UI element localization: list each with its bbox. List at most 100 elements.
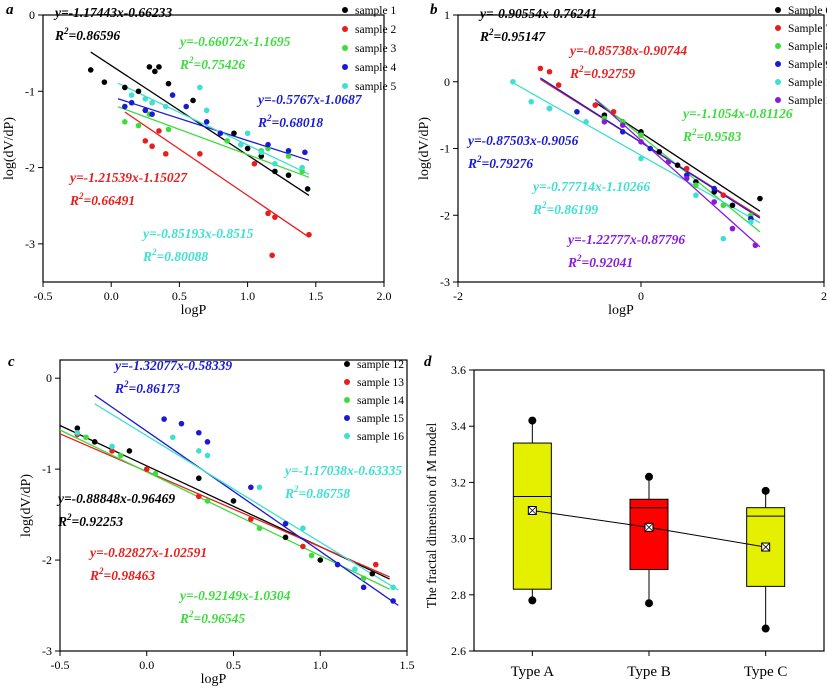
panel-label: a (6, 2, 14, 18)
x-tick-label: 0.0 (139, 658, 154, 672)
r-squared-exponent: 2 (151, 247, 157, 257)
mean-marker-cross (644, 523, 654, 532)
fit-equation: y=-0.85738x-0.90744 (568, 43, 687, 58)
y-tick-label: -2 (25, 161, 35, 175)
data-point-sample-16 (390, 584, 396, 591)
data-point-sample-5 (237, 141, 244, 148)
data-point-sample-10 (510, 78, 516, 85)
x-tick-label: 0.0 (104, 289, 119, 303)
y-tick-label: 0 (444, 75, 450, 89)
data-point-sample-1 (87, 67, 94, 73)
r-squared-value: =0.79276 (482, 156, 534, 171)
legend-marker (775, 43, 781, 49)
y-tick-label: -2 (42, 553, 52, 567)
data-point-sample-1 (152, 68, 158, 75)
data-point-sample-16 (74, 429, 81, 436)
y-tick-label: 3.2 (451, 475, 466, 489)
r-squared-prefix: R (479, 29, 489, 44)
r-squared-value: =0.80088 (157, 249, 209, 264)
plot-frame (42, 14, 385, 283)
fit-equation: y=-0.92149x-1.0304 (178, 588, 291, 603)
data-point-sample-10 (638, 155, 644, 162)
data-point-sample-15 (282, 520, 289, 527)
data-point-sample-4 (285, 147, 292, 154)
data-point-sample-14 (204, 498, 211, 504)
legend-marker (775, 7, 781, 13)
y-tick-label: 0 (29, 8, 35, 22)
r-squared-value: =0.98463 (104, 568, 156, 583)
data-point-sample-2 (142, 138, 149, 144)
data-point-sample-8 (693, 182, 699, 189)
data-point-sample-1 (190, 97, 196, 104)
data-point-sample-14 (360, 575, 367, 582)
r-squared-label: R2=0.80088 (142, 247, 208, 264)
extreme-point (645, 599, 653, 608)
r-squared-exponent: 2 (691, 127, 697, 137)
legend-marker (775, 97, 781, 103)
r-squared-prefix: R (54, 28, 64, 43)
data-point-sample-2 (272, 214, 278, 220)
y-tick-label: -3 (42, 644, 52, 658)
data-point-sample-15 (196, 429, 202, 436)
y-tick-label: -3 (25, 237, 35, 251)
data-point-sample-2 (251, 160, 258, 167)
data-point-sample-5 (299, 164, 305, 171)
data-point-sample-1 (101, 79, 108, 85)
y-tick-label: -2 (440, 208, 450, 222)
data-point-sample-12 (74, 425, 81, 432)
r-squared-prefix: R (467, 156, 477, 171)
r-squared-label: R2=0.86596 (54, 26, 120, 43)
data-point-sample-4 (302, 149, 308, 156)
r-squared-exponent: 2 (188, 55, 194, 65)
legend-label: Sample 6 (788, 5, 827, 17)
data-point-sample-14 (152, 470, 159, 477)
data-point-sample-7 (592, 102, 599, 108)
panel-d: d 2.6 2.8 3.0 3.2 3.4 3.6 Type A Type B Type C The… (424, 354, 825, 680)
data-point-sample-14 (308, 552, 315, 559)
x-axis-label: logP (608, 303, 634, 318)
fit-line-sample-15 (94, 394, 399, 606)
fit-line-sample-4 (117, 98, 310, 161)
data-point-sample-7 (555, 82, 562, 88)
data-point-sample-16 (256, 484, 263, 491)
r-squared-exponent: 2 (98, 566, 104, 576)
data-point-sample-16 (204, 452, 211, 459)
r-squared-prefix: R (179, 611, 189, 626)
data-point-sample-6 (729, 202, 736, 209)
r-squared-value: =0.86758 (299, 486, 351, 501)
r-squared-value: =0.66491 (84, 193, 136, 208)
extreme-point (645, 472, 653, 481)
data-point-sample-1 (165, 80, 172, 87)
fit-equation: y=-0.5767x-1.0687 (256, 92, 363, 107)
data-point-sample-4 (149, 111, 155, 117)
legend-marker (344, 379, 350, 385)
y-tick-label: -1 (25, 84, 35, 98)
x-tick-label: 2.0 (377, 289, 392, 303)
x-tick-label: 1.0 (313, 658, 328, 672)
legend-marker (342, 45, 348, 51)
data-point-sample-3 (165, 126, 172, 133)
legend-marker (342, 7, 348, 13)
fit-equation: y=-1.17038x-0.63335 (283, 463, 402, 478)
fit-equation: y=-0.85193x-0.8515 (141, 226, 254, 241)
data-point-sample-12 (282, 534, 289, 541)
legend-marker (775, 79, 781, 85)
r-squared-prefix: R (257, 115, 267, 130)
data-point-sample-11 (683, 175, 690, 182)
data-point-sample-6 (674, 162, 681, 168)
data-point-sample-6 (757, 195, 763, 202)
data-point-sample-2 (269, 252, 275, 259)
extreme-point (761, 624, 770, 633)
legend-marker (344, 361, 350, 367)
data-point-sample-2 (162, 151, 169, 157)
x-tick-label: -2 (453, 289, 463, 303)
x-axis-label: logP (201, 672, 227, 687)
r-squared-exponent: 2 (576, 253, 582, 263)
data-point-sample-14 (256, 525, 263, 532)
r-squared-value: =0.9583 (697, 129, 742, 144)
data-point-sample-15 (248, 484, 254, 491)
data-point-sample-14 (83, 434, 89, 441)
r-squared-value: =0.95147 (494, 29, 547, 44)
y-tick-label: 3.4 (451, 419, 466, 433)
r-squared-exponent: 2 (488, 27, 494, 37)
